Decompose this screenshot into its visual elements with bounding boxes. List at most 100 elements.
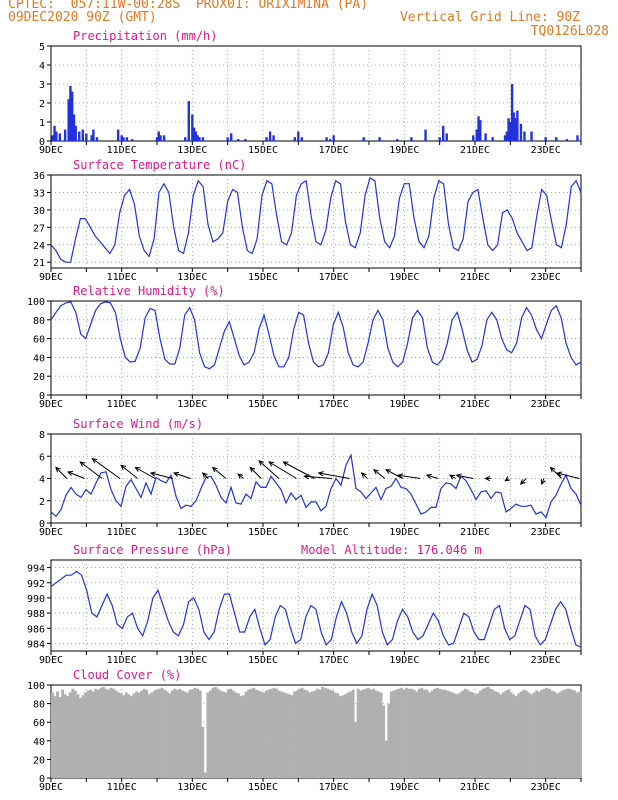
wind-arrowhead: [55, 466, 61, 473]
wind-arrow: [426, 474, 439, 479]
precip-bar: [475, 129, 478, 141]
wind-arrow: [283, 461, 315, 479]
cloud-bar: [412, 689, 416, 778]
precip-bar: [293, 137, 296, 141]
cloud-bar: [428, 692, 431, 778]
vertical-grid-label: Vertical Grid Line: 90Z: [399, 10, 580, 25]
cloud-bar: [104, 688, 108, 778]
cloud-bar: [135, 691, 138, 778]
wind-arrow: [385, 469, 403, 479]
precip-bar: [272, 135, 275, 141]
cloud-bar: [410, 688, 414, 778]
wind-arrowhead: [66, 471, 74, 476]
wind-arrow: [150, 472, 174, 479]
plot-frame: [50, 300, 582, 396]
x-tick-label: 9DEC: [39, 527, 63, 538]
precip-bar: [477, 116, 480, 141]
cloud-bar: [265, 690, 268, 778]
cloud-bar: [150, 692, 154, 778]
cloud-bar: [481, 688, 485, 778]
y-tick-label: 0: [39, 774, 45, 785]
cloud-bar: [461, 690, 465, 778]
precip-bar: [472, 135, 475, 141]
run-code: TQ0126L028: [530, 24, 609, 39]
wind-arrow: [202, 472, 209, 479]
cloud-bar: [247, 689, 251, 778]
y-tick-label: 986: [27, 624, 45, 635]
cloud-bar: [109, 687, 113, 778]
precip-bar: [95, 137, 99, 141]
wind-arrowhead: [172, 471, 180, 477]
precip-bar: [192, 127, 196, 141]
cloud-bar: [152, 690, 156, 778]
x-tick-label: 23DEC: [531, 145, 561, 156]
precip-bar: [362, 137, 365, 141]
x-tick-label: 21DEC: [460, 527, 490, 538]
precip-bar: [530, 131, 533, 141]
cloud-bar: [527, 692, 531, 778]
model-altitude: Model Altitude: 176.046 m: [301, 543, 482, 557]
y-tick-label: 40: [33, 353, 45, 364]
cloud-bar: [425, 689, 429, 778]
precip-bar: [184, 137, 187, 141]
precip-bar: [131, 139, 134, 141]
x-tick-label: 15DEC: [248, 145, 278, 156]
y-tick-label: 80: [33, 316, 45, 327]
x-tick-label: 19DEC: [389, 272, 419, 283]
cloud-bar: [99, 687, 103, 778]
cloud-bar: [239, 696, 243, 778]
cloud-bar: [117, 692, 121, 778]
panel-0: 9DEC 11DEC 13DEC 15DEC 17DEC 19DEC 21DEC 23DEC 0…: [39, 29, 582, 156]
y-tick-label: 0: [39, 519, 45, 530]
cloud-bar: [445, 690, 449, 778]
cloud-bar: [563, 689, 567, 778]
cloud-bar: [216, 688, 220, 778]
cloud-bar: [540, 689, 544, 778]
x-tick-label: 17DEC: [319, 527, 349, 538]
cloud-bar: [295, 690, 299, 778]
precip-bar: [71, 91, 74, 141]
cloud-bar: [560, 690, 564, 778]
precip-bar: [503, 135, 507, 141]
panel-2: 9DEC 11DEC 13DEC 15DEC 17DEC 19DEC 21DEC 23DEC 0…: [27, 284, 582, 410]
cloud-bar: [499, 694, 503, 778]
wind-arrowhead: [425, 473, 432, 479]
cloud-bar: [114, 690, 118, 778]
x-tick-label: 9DEC: [39, 399, 63, 410]
panel-title: Surface Temperature (nC): [73, 158, 246, 172]
cloud-bar: [308, 692, 312, 778]
precip-bar: [85, 133, 88, 141]
y-tick-label: 988: [27, 609, 45, 620]
cloud-bar: [178, 688, 182, 778]
precip-bar: [424, 129, 427, 141]
y-tick-label: 27: [33, 223, 45, 234]
cloud-bar: [290, 695, 294, 778]
cloud-bar: [188, 689, 192, 778]
cloud-bar: [300, 687, 304, 778]
cloud-bar: [206, 692, 210, 778]
cloud-bar: [550, 690, 554, 778]
x-tick-label: 17DEC: [319, 655, 349, 666]
wind-arrow: [456, 474, 474, 479]
cloud-bar: [175, 689, 179, 778]
cloud-bar: [127, 694, 131, 778]
y-tick-label: 2: [39, 99, 45, 110]
wind-arrow: [258, 460, 280, 479]
panel-4: 9DEC 11DEC 13DEC 15DEC 17DEC 19DEC 21DEC 23DEC 9…: [27, 543, 582, 666]
wind-arrow: [173, 472, 191, 479]
plot-frame: [50, 559, 582, 652]
wind-arrow: [120, 464, 138, 479]
cloud-bar: [71, 688, 75, 778]
cloud-bar: [262, 692, 266, 778]
precip-bar: [198, 137, 201, 141]
precip-bar: [201, 137, 205, 141]
precip-bar: [120, 135, 123, 141]
cloud-bar: [382, 705, 386, 778]
x-tick-label: 15DEC: [248, 655, 278, 666]
cloud-bar: [160, 687, 164, 778]
wind-arrow: [373, 469, 386, 479]
cloud-bar: [107, 689, 110, 778]
precip-bar: [297, 131, 300, 141]
wind-arrow: [55, 467, 68, 479]
y-tick-label: 994: [27, 564, 45, 575]
